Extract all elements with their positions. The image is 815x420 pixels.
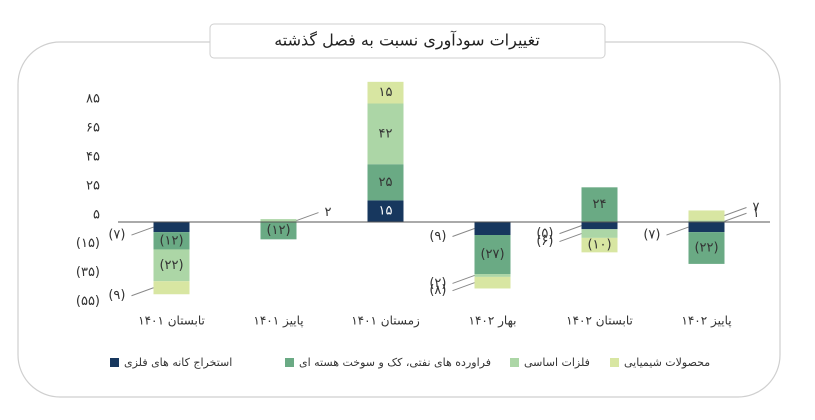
x-tick-label: تابستان ۱۴۰۲ [566,314,633,328]
bar-segment [581,222,618,230]
data-label: ۲ [325,205,332,220]
data-label: ۲۴ [593,197,607,212]
y-tick-label: ۲۵ [86,178,100,193]
bar-segment [367,81,404,104]
x-tick-label: زمستان ۱۴۰۱ [351,314,420,329]
data-label: (۹) [108,288,125,303]
y-tick-label: (۳۵) [76,265,100,280]
bar-segment [474,276,511,289]
bar-segment [260,219,297,222]
data-label: (۲۲) [159,258,183,273]
data-label: ۲۵ [379,175,393,190]
data-label: (۲) [429,276,446,291]
data-label: (۷) [108,228,125,243]
bar-segment [153,232,190,250]
legend-swatch [610,358,619,367]
legend-swatch [285,358,294,367]
bar-segment [474,274,511,277]
data-label: ۱۵ [379,204,393,219]
bar-segment [688,222,725,233]
bar-segment [581,229,618,238]
data-label: (۷) [643,228,660,243]
y-tick-label: ۵ [93,207,100,222]
bar-segment [581,237,618,253]
data-label: ۱۵ [379,85,393,100]
x-tick-label: بهار ۱۴۰۲ [469,314,517,329]
chart-title: تغییرات سودآوری نسبت به فصل گذشته [274,31,540,51]
legend-label: فراورده های نفتی، کک و سوخت هسته ای [299,356,491,369]
bar-segment [474,222,511,236]
leader-line [452,228,475,237]
data-label: (۱۲) [159,233,183,248]
bar-segment [367,103,404,165]
data-label: (۱۲) [266,223,290,238]
data-label: (۱۰) [587,238,611,253]
bar-segment [688,232,725,264]
bar-segment [153,281,190,295]
data-label: ۴۲ [379,126,393,141]
bar-segment [260,222,297,240]
data-label: ۱ [753,206,760,221]
legend-swatch [510,358,519,367]
legend-swatch [110,358,119,367]
leader-line [131,287,154,297]
data-label: (۸) [429,283,446,298]
legend-label: استخراج کانه های فلزی [124,356,232,369]
bar-segment [367,164,404,201]
y-tick-label: ۴۵ [86,149,100,164]
leader-line [452,282,475,292]
leader-line [559,225,582,235]
leader-line [296,212,319,222]
leader-line [666,226,689,236]
legend-label: فلزات اساسی [524,356,590,369]
data-label: (۲۲) [694,241,718,256]
y-tick-label: (۵۵) [76,294,100,309]
x-tick-label: تابستان ۱۴۰۱ [138,314,205,328]
bar-segment [688,220,725,222]
bar-segment [367,200,404,222]
y-tick-label: ۸۵ [86,92,100,107]
leader-line [452,274,475,284]
leader-line [559,233,582,243]
bar-segment [153,222,190,233]
bar-segment [581,187,618,222]
y-tick-label: (۱۵) [76,236,100,251]
x-tick-label: پاییز ۱۴۰۱ [253,314,303,329]
bar-segment [474,235,511,275]
bar-segment [688,210,725,221]
x-tick-label: پاییز ۱۴۰۲ [681,314,731,329]
data-label: (۹) [429,229,446,244]
title-box [209,23,606,59]
data-label: (۵) [536,226,553,241]
legend-label: محصولات شیمیایی [624,356,710,369]
data-label: ۷ [753,200,760,215]
y-tick-label: ۶۵ [86,121,100,136]
leader-line [724,207,747,216]
data-label: (۲۷) [480,247,504,262]
leader-line [724,212,747,222]
bar-segment [153,249,190,282]
data-label: (۶) [536,234,553,249]
leader-line [131,226,154,236]
